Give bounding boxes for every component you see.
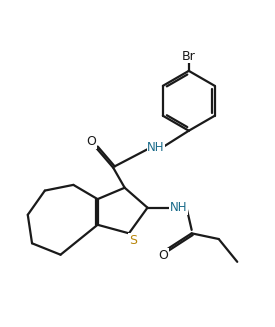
Text: O: O bbox=[158, 249, 168, 262]
Text: Br: Br bbox=[182, 50, 196, 62]
Text: S: S bbox=[129, 234, 137, 247]
Text: O: O bbox=[86, 135, 96, 148]
Text: NH: NH bbox=[170, 201, 188, 214]
Text: NH: NH bbox=[147, 141, 165, 154]
